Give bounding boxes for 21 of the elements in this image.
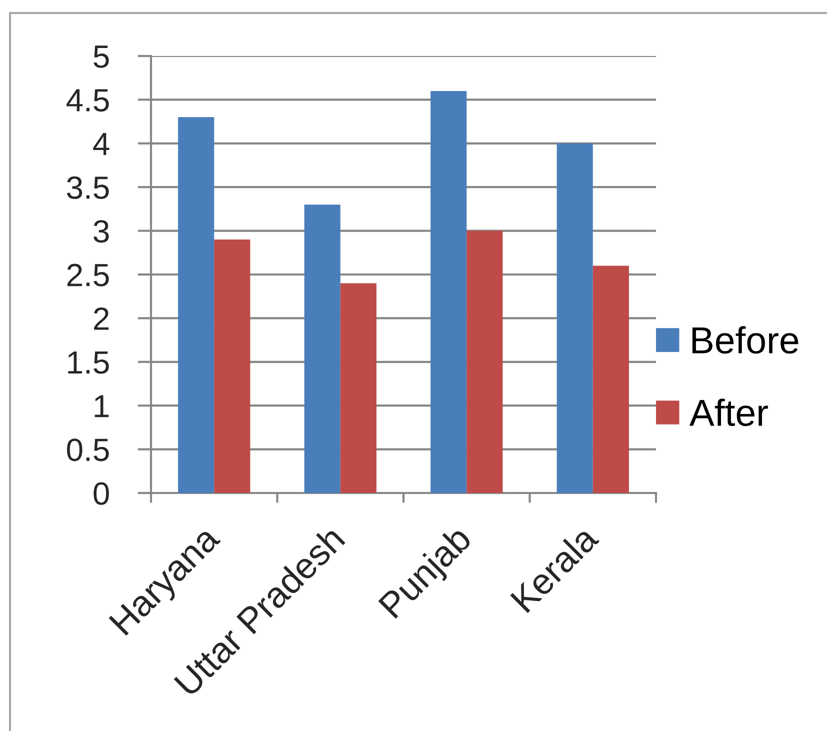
bar [340,283,376,493]
bar [304,204,340,493]
bar [214,240,250,493]
y-tick-label: 4.5 [66,89,109,112]
legend-label: Before [692,326,798,354]
y-tick-label: 2.5 [67,264,109,286]
legend-label: After [689,398,768,426]
bar [178,117,214,493]
y-tick-label: 1 [94,395,109,418]
y-tick-label: 0.5 [67,438,109,462]
bar [556,143,593,493]
y-tick-label: 3.5 [66,176,109,199]
bar [466,230,503,493]
y-tick-label: 1.5 [68,352,109,374]
y-tick-label: 0 [94,482,109,505]
y-tick-label: 5 [94,46,109,68]
y-tick-label: 4 [93,133,110,155]
bar [592,266,629,493]
y-tick-label: 3 [94,220,109,243]
y-tick-label: 2 [94,307,109,330]
bar [430,90,467,493]
